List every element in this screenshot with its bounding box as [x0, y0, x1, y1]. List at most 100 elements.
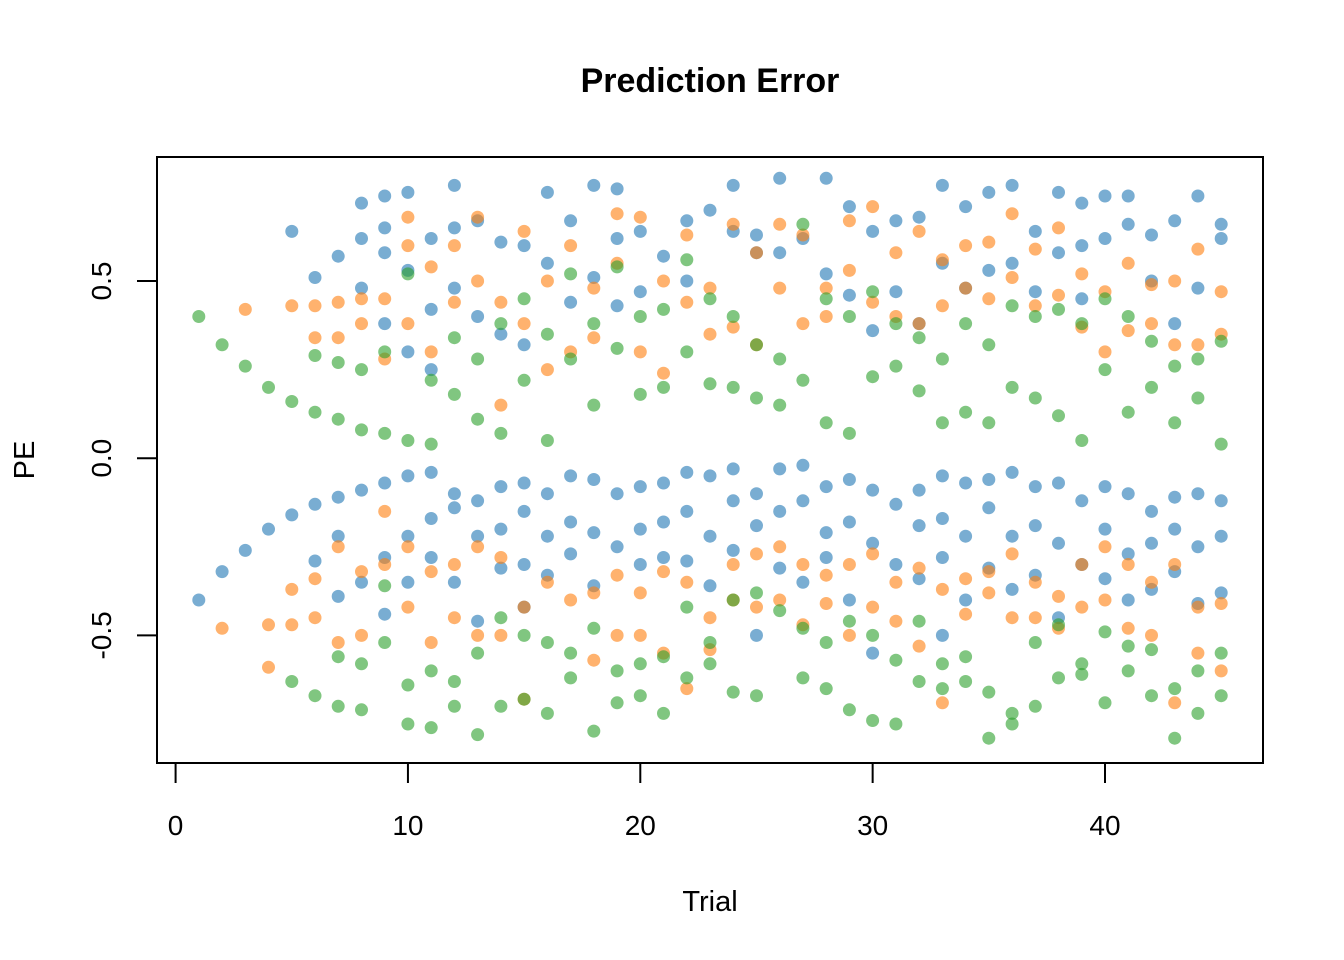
data-point — [308, 271, 322, 284]
data-point — [401, 540, 415, 554]
data-point — [564, 593, 578, 607]
data-point — [773, 352, 787, 366]
data-point — [517, 224, 531, 238]
data-point — [401, 210, 415, 224]
data-point — [401, 317, 415, 331]
data-point — [1214, 334, 1228, 348]
data-point — [1191, 646, 1205, 660]
data-point — [238, 359, 252, 373]
data-point — [378, 579, 392, 593]
data-point — [1214, 285, 1228, 299]
data-point — [935, 178, 949, 192]
data-point — [959, 650, 973, 664]
data-point — [657, 565, 670, 579]
data-point — [657, 302, 670, 316]
data-point — [308, 497, 322, 511]
data-point — [866, 295, 880, 309]
data-point — [796, 575, 810, 589]
data-point — [796, 621, 810, 635]
data-point — [912, 483, 926, 497]
data-point — [1191, 242, 1205, 256]
data-point — [703, 657, 717, 671]
data-point — [238, 543, 252, 557]
data-point — [773, 504, 787, 518]
data-point — [1075, 558, 1089, 571]
data-point — [1052, 618, 1065, 632]
data-point — [959, 607, 973, 621]
data-point — [842, 628, 856, 642]
data-point — [378, 636, 392, 649]
data-point — [331, 356, 345, 369]
data-point — [680, 682, 694, 696]
data-point — [703, 529, 717, 543]
data-point — [471, 310, 485, 323]
x-axis: 0 10 20 30 40 — [168, 762, 1121, 841]
data-point — [1168, 317, 1182, 331]
data-point — [378, 317, 392, 331]
data-point — [1028, 224, 1042, 238]
data-point — [633, 480, 647, 494]
data-point — [1052, 185, 1065, 199]
data-point — [471, 614, 485, 628]
data-point — [610, 487, 624, 501]
data-point — [1098, 363, 1112, 377]
data-point — [1168, 696, 1182, 710]
data-point — [447, 178, 461, 192]
data-point — [401, 239, 415, 253]
data-point — [982, 685, 996, 699]
data-point — [1121, 593, 1135, 607]
data-point — [819, 480, 833, 494]
data-point — [262, 380, 275, 394]
data-point — [564, 267, 578, 281]
data-point — [355, 423, 368, 437]
data-point — [773, 246, 787, 260]
data-point — [657, 366, 670, 380]
data-point — [633, 689, 647, 703]
data-point — [842, 310, 856, 323]
data-point — [517, 476, 531, 490]
data-point — [796, 217, 810, 231]
data-point — [959, 317, 973, 331]
data-point — [866, 483, 880, 497]
data-point — [773, 398, 787, 412]
data-point — [1098, 189, 1112, 203]
data-point — [540, 575, 554, 589]
data-point — [1075, 196, 1089, 210]
data-point — [633, 522, 647, 536]
data-point — [1121, 324, 1135, 338]
data-point — [726, 543, 740, 557]
data-point — [982, 292, 996, 306]
data-point — [1052, 476, 1065, 490]
data-point — [1005, 178, 1019, 192]
data-point — [401, 678, 415, 692]
data-point — [1145, 278, 1158, 292]
data-point — [773, 593, 787, 607]
data-point — [1214, 494, 1228, 508]
data-point — [238, 302, 252, 316]
data-point — [610, 341, 624, 355]
data-point — [889, 717, 903, 731]
data-point — [610, 207, 624, 221]
data-point — [424, 373, 438, 387]
data-point — [726, 462, 740, 476]
data-point — [1028, 480, 1042, 494]
data-point — [703, 469, 717, 483]
data-point — [355, 575, 368, 589]
data-point — [1075, 657, 1089, 671]
data-point — [773, 540, 787, 554]
data-point — [657, 515, 670, 529]
data-point — [982, 731, 996, 745]
data-point — [215, 621, 229, 635]
data-point — [796, 228, 810, 242]
data-point — [285, 618, 299, 632]
data-point — [819, 310, 833, 323]
data-point — [633, 345, 647, 359]
data-point — [703, 579, 717, 593]
data-point — [889, 558, 903, 571]
data-point — [912, 384, 926, 398]
data-point — [680, 504, 694, 518]
data-point — [982, 263, 996, 277]
data-point — [1098, 593, 1112, 607]
x-axis-label: Trial — [682, 886, 737, 918]
data-point — [1005, 207, 1019, 221]
